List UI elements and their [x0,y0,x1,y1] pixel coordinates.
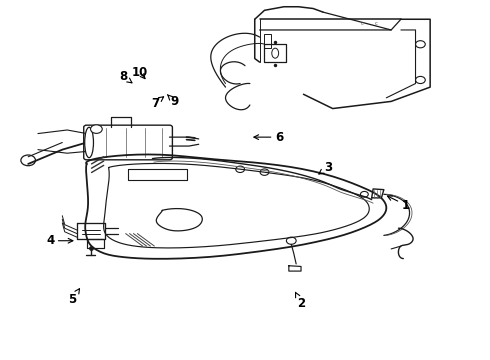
Circle shape [91,125,102,134]
Text: 7: 7 [151,97,164,110]
Text: 5: 5 [68,289,79,306]
Text: c: c [361,21,364,26]
Text: 2: 2 [295,292,305,310]
Text: c: c [375,21,378,26]
Ellipse shape [85,127,94,158]
Bar [265,34,271,48]
Text: 1: 1 [388,196,410,212]
Text: 6: 6 [254,131,283,144]
Text: 9: 9 [168,95,178,108]
Text: 4: 4 [46,234,73,247]
Text: 8: 8 [119,70,132,83]
Text: 3: 3 [319,161,332,174]
Text: 10: 10 [132,66,148,79]
